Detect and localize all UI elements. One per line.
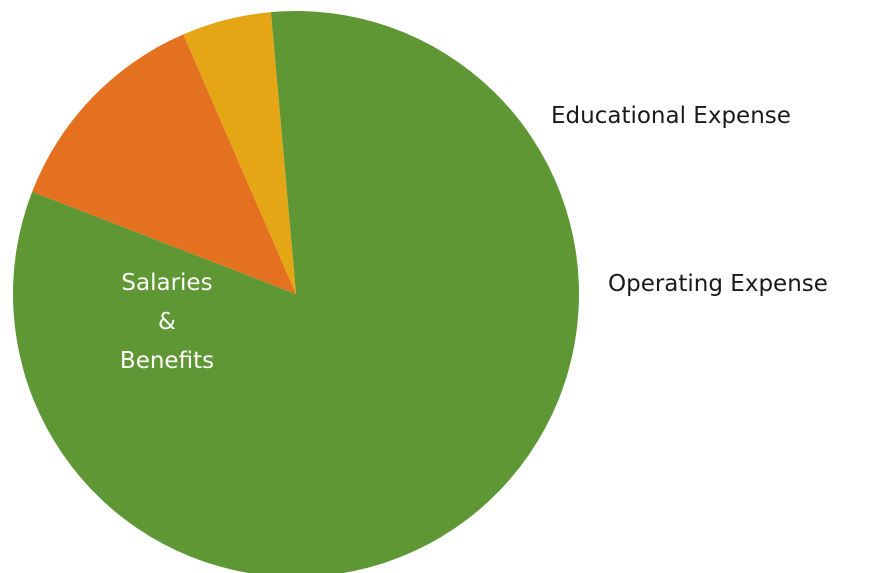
- slice-label-salaries-benefits: Salaries & Benefits: [120, 270, 214, 374]
- slice-labels: Salaries & Benefits Educational Expense Oper…: [120, 103, 828, 374]
- slice-label-operating-expense: Operating Expense: [608, 271, 828, 297]
- pie-slice-salaries-benefits: [13, 11, 579, 573]
- pie-slices: [13, 11, 579, 573]
- pie-slice-educational-expense: [32, 34, 297, 294]
- slice-label-educational-expense: Educational Expense: [551, 103, 791, 129]
- pie-slice-operating-expense: [183, 12, 296, 295]
